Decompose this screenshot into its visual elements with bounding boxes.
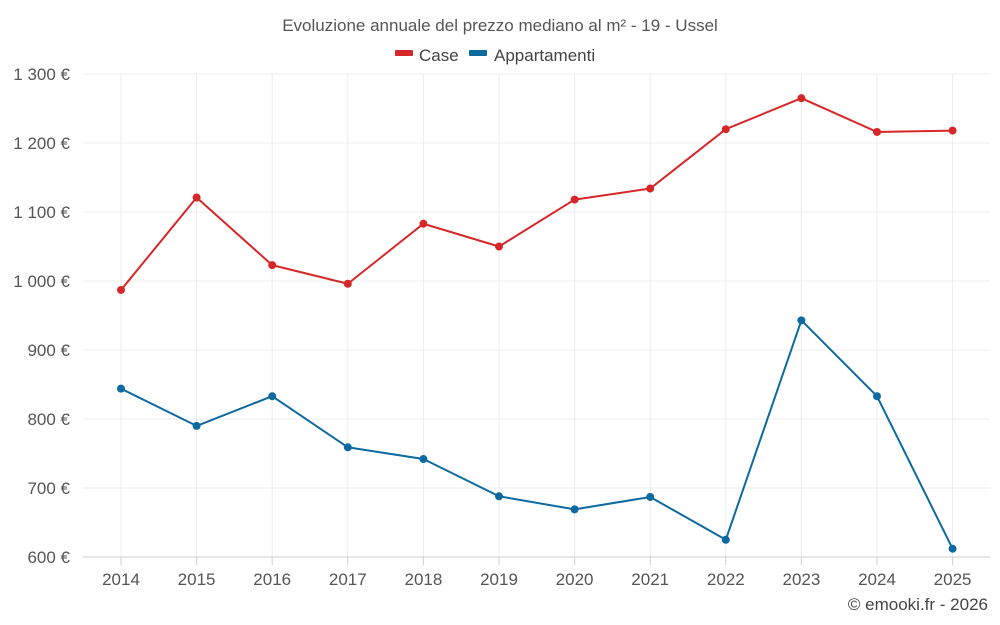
x-tick-label: 2015 bbox=[178, 570, 216, 589]
x-tick-label: 2016 bbox=[253, 570, 291, 589]
y-tick-label: 900 € bbox=[27, 341, 70, 360]
y-tick-label: 1 100 € bbox=[13, 203, 70, 222]
data-point-appartamenti[interactable] bbox=[117, 384, 125, 393]
data-point-case[interactable] bbox=[268, 261, 277, 270]
data-point-appartamenti[interactable] bbox=[268, 392, 277, 401]
data-point-case[interactable] bbox=[797, 94, 806, 103]
legend: Case Appartamenti bbox=[395, 46, 595, 65]
data-point-case[interactable] bbox=[419, 219, 428, 228]
y-tick-label: 1 300 € bbox=[13, 65, 70, 84]
axes: 600 € 700 € 800 € 900 € 1 000 € 1 100 € 1 200 … bbox=[13, 65, 990, 589]
y-tick-label: 1 000 € bbox=[13, 272, 70, 291]
y-tick-label: 1 200 € bbox=[13, 134, 70, 153]
data-point-case[interactable] bbox=[343, 279, 352, 288]
data-point-appartamenti[interactable] bbox=[419, 455, 428, 464]
x-tick-label: 2024 bbox=[858, 570, 896, 589]
y-tick-label: 800 € bbox=[27, 410, 70, 429]
series-line-appartamenti bbox=[120, 319, 954, 550]
data-point-case[interactable] bbox=[721, 125, 730, 134]
x-tick-label: 2019 bbox=[480, 570, 518, 589]
data-point-appartamenti[interactable] bbox=[721, 535, 730, 544]
x-tick-label: 2017 bbox=[329, 570, 367, 589]
data-point-appartamenti[interactable] bbox=[570, 505, 579, 514]
data-point-appartamenti[interactable] bbox=[192, 421, 201, 430]
legend-swatch-appartamenti bbox=[469, 50, 487, 56]
x-tick-label: 2014 bbox=[102, 570, 140, 589]
data-point-case[interactable] bbox=[948, 126, 957, 135]
credit-text: © emooki.fr - 2026 bbox=[848, 595, 988, 614]
x-tick-label: 2018 bbox=[404, 570, 442, 589]
data-point-appartamenti[interactable] bbox=[948, 544, 957, 553]
series bbox=[117, 94, 957, 553]
data-point-case[interactable] bbox=[570, 195, 579, 204]
legend-label-case: Case bbox=[419, 46, 459, 65]
chart-title: Evoluzione annuale del prezzo mediano al… bbox=[282, 16, 718, 35]
grid bbox=[83, 73, 990, 557]
data-point-appartamenti[interactable] bbox=[873, 392, 881, 401]
data-point-appartamenti[interactable] bbox=[646, 492, 655, 501]
legend-swatch-case bbox=[395, 50, 413, 56]
y-tick-label: 700 € bbox=[27, 479, 70, 498]
legend-item-appartamenti[interactable]: Appartamenti bbox=[469, 46, 595, 65]
x-tick-label: 2023 bbox=[782, 570, 820, 589]
data-point-appartamenti[interactable] bbox=[797, 316, 806, 325]
legend-label-appartamenti: Appartamenti bbox=[494, 46, 595, 65]
series-line-case bbox=[120, 97, 953, 291]
x-tick-label: 2020 bbox=[556, 570, 594, 589]
x-tick-label: 2025 bbox=[934, 570, 972, 589]
legend-item-case[interactable]: Case bbox=[395, 46, 459, 65]
data-point-case[interactable] bbox=[495, 242, 503, 251]
x-tick-label: 2022 bbox=[707, 570, 745, 589]
data-point-case[interactable] bbox=[646, 184, 655, 193]
data-point-case[interactable] bbox=[192, 193, 201, 202]
data-point-case[interactable] bbox=[873, 127, 881, 136]
data-point-appartamenti[interactable] bbox=[343, 443, 352, 452]
data-point-case[interactable] bbox=[117, 285, 125, 294]
data-point-appartamenti[interactable] bbox=[495, 492, 503, 501]
y-tick-label: 600 € bbox=[27, 548, 70, 567]
x-tick-label: 2021 bbox=[631, 570, 669, 589]
